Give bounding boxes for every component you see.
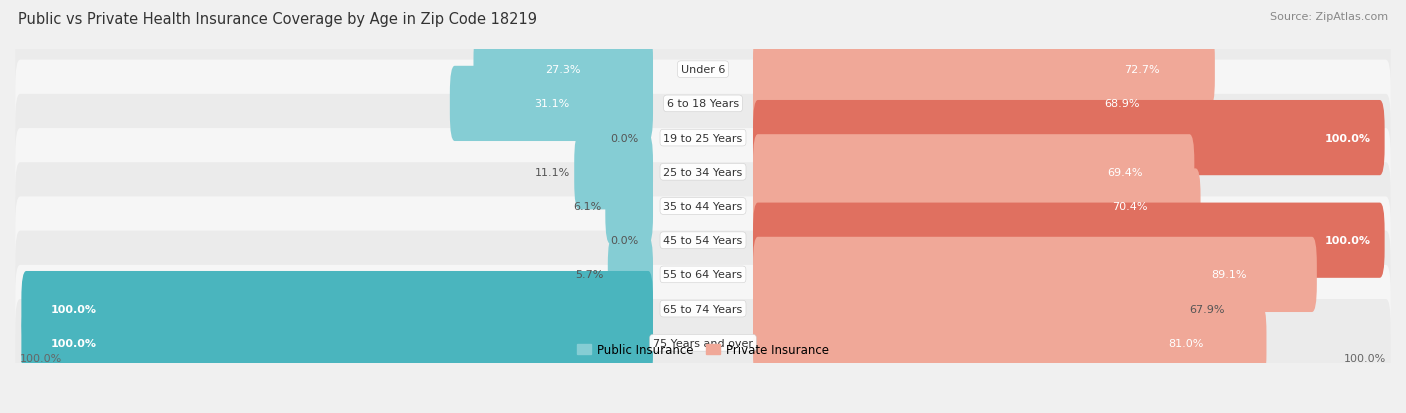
Text: Under 6: Under 6 bbox=[681, 65, 725, 75]
Text: 19 to 25 Years: 19 to 25 Years bbox=[664, 133, 742, 143]
FancyBboxPatch shape bbox=[754, 135, 1194, 210]
Text: 55 to 64 Years: 55 to 64 Years bbox=[664, 270, 742, 280]
Text: 5.7%: 5.7% bbox=[575, 270, 603, 280]
Legend: Public Insurance, Private Insurance: Public Insurance, Private Insurance bbox=[572, 338, 834, 361]
Text: 0.0%: 0.0% bbox=[610, 133, 638, 143]
FancyBboxPatch shape bbox=[21, 306, 652, 380]
FancyBboxPatch shape bbox=[754, 101, 1385, 176]
FancyBboxPatch shape bbox=[754, 203, 1385, 278]
Text: 0.0%: 0.0% bbox=[610, 236, 638, 246]
FancyBboxPatch shape bbox=[754, 306, 1267, 380]
Text: 72.7%: 72.7% bbox=[1125, 65, 1160, 75]
Text: 81.0%: 81.0% bbox=[1168, 338, 1204, 348]
FancyBboxPatch shape bbox=[15, 95, 1391, 182]
Text: 6.1%: 6.1% bbox=[572, 202, 600, 211]
FancyBboxPatch shape bbox=[15, 231, 1391, 318]
Text: 75 Years and over: 75 Years and over bbox=[652, 338, 754, 348]
FancyBboxPatch shape bbox=[754, 271, 1185, 347]
Text: 27.3%: 27.3% bbox=[546, 65, 581, 75]
FancyBboxPatch shape bbox=[15, 197, 1391, 284]
FancyBboxPatch shape bbox=[754, 237, 1317, 312]
Text: 65 to 74 Years: 65 to 74 Years bbox=[664, 304, 742, 314]
Text: 100.0%: 100.0% bbox=[1344, 353, 1386, 363]
Text: Source: ZipAtlas.com: Source: ZipAtlas.com bbox=[1270, 12, 1388, 22]
FancyBboxPatch shape bbox=[606, 169, 652, 244]
FancyBboxPatch shape bbox=[15, 163, 1391, 250]
Text: 70.4%: 70.4% bbox=[1112, 202, 1147, 211]
FancyBboxPatch shape bbox=[474, 33, 652, 107]
Text: 100.0%: 100.0% bbox=[1324, 133, 1371, 143]
Text: 100.0%: 100.0% bbox=[51, 304, 97, 314]
FancyBboxPatch shape bbox=[21, 271, 652, 347]
FancyBboxPatch shape bbox=[450, 66, 652, 142]
Text: 31.1%: 31.1% bbox=[534, 99, 569, 109]
FancyBboxPatch shape bbox=[754, 33, 1215, 107]
FancyBboxPatch shape bbox=[15, 299, 1391, 387]
FancyBboxPatch shape bbox=[574, 135, 652, 210]
FancyBboxPatch shape bbox=[15, 129, 1391, 216]
Text: 45 to 54 Years: 45 to 54 Years bbox=[664, 236, 742, 246]
FancyBboxPatch shape bbox=[15, 265, 1391, 353]
Text: 35 to 44 Years: 35 to 44 Years bbox=[664, 202, 742, 211]
FancyBboxPatch shape bbox=[15, 60, 1391, 148]
Text: 100.0%: 100.0% bbox=[20, 353, 62, 363]
Text: 100.0%: 100.0% bbox=[1324, 236, 1371, 246]
Text: 100.0%: 100.0% bbox=[51, 338, 97, 348]
Text: 6 to 18 Years: 6 to 18 Years bbox=[666, 99, 740, 109]
Text: 25 to 34 Years: 25 to 34 Years bbox=[664, 167, 742, 177]
Text: 68.9%: 68.9% bbox=[1104, 99, 1140, 109]
FancyBboxPatch shape bbox=[607, 237, 652, 312]
Text: 67.9%: 67.9% bbox=[1189, 304, 1225, 314]
FancyBboxPatch shape bbox=[754, 66, 1191, 142]
FancyBboxPatch shape bbox=[15, 26, 1391, 114]
Text: Public vs Private Health Insurance Coverage by Age in Zip Code 18219: Public vs Private Health Insurance Cover… bbox=[18, 12, 537, 27]
Text: 89.1%: 89.1% bbox=[1211, 270, 1247, 280]
Text: 11.1%: 11.1% bbox=[534, 167, 569, 177]
FancyBboxPatch shape bbox=[754, 169, 1201, 244]
Text: 69.4%: 69.4% bbox=[1107, 167, 1143, 177]
